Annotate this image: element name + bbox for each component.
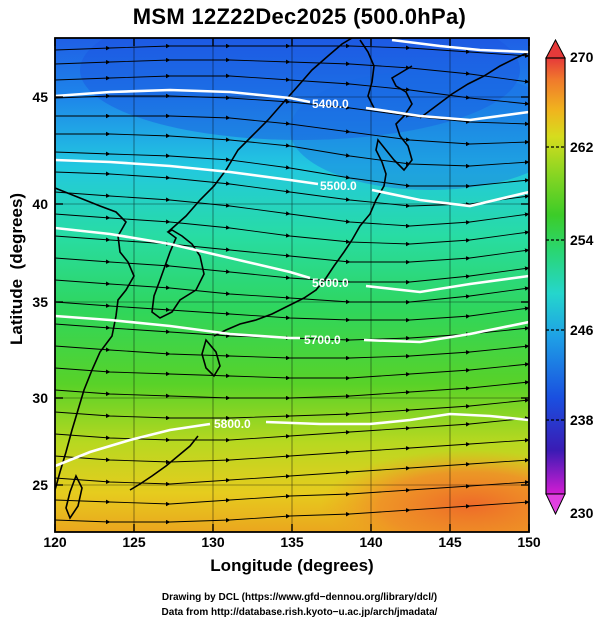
contour-label-5600: 5600.0: [312, 276, 349, 290]
contour-label-5500: 5500.0: [320, 179, 357, 193]
x-tick-140: 140: [359, 534, 383, 550]
x-tick-145: 145: [438, 534, 462, 550]
y-tick-40: 40: [32, 196, 48, 212]
contour-labels: 5400.0 5500.0 5600.0 5700.0 5800.0: [214, 97, 357, 431]
colorbar-bar: [545, 57, 566, 495]
contour-5600-east: [365, 274, 529, 294]
x-tick-150: 150: [517, 534, 541, 550]
credit-data: Data from http://database.rish.kyoto−u.a…: [161, 607, 438, 618]
taiwan-coast: [65, 474, 83, 520]
contour-5800-east: [265, 412, 529, 426]
colorbar-tick-230: 230: [570, 505, 594, 521]
y-tick-35: 35: [32, 294, 48, 310]
colorbar-tick-270: 270: [570, 49, 594, 65]
colorbar: [545, 38, 566, 516]
contour-5700-east: [363, 320, 529, 344]
contour-5400-east: [365, 106, 529, 122]
y-tick-30: 30: [32, 390, 48, 406]
x-tick-135: 135: [280, 534, 304, 550]
axis-ticks: [54, 38, 530, 532]
x-tick-130: 130: [201, 534, 225, 550]
colorbar-bottom-triangle: [545, 493, 566, 516]
map-title: MSM 12Z22Dec2025 (500.0hPa): [132, 4, 467, 29]
y-axis-label: Latitude (degrees): [7, 192, 26, 345]
contour-label-5800: 5800.0: [214, 417, 251, 431]
contour-5700: [55, 314, 300, 340]
credit-drawing: Drawing by DCL (https://www.gfd−dennou.o…: [161, 592, 438, 603]
contour-5500: [55, 158, 319, 186]
y-tick-45: 45: [32, 89, 48, 105]
colorbar-tick-238: 238: [570, 412, 594, 428]
x-tick-120: 120: [43, 534, 67, 550]
contour-label-5400: 5400.0: [312, 97, 349, 111]
y-tick-25: 25: [32, 477, 48, 493]
x-axis-label: Longitude (degrees): [210, 556, 374, 575]
contour-label-5700: 5700.0: [304, 333, 341, 347]
contour-5400-north: [391, 38, 529, 54]
colorbar-tick-246: 246: [570, 322, 594, 338]
colorbar-tick-262: 262: [570, 139, 594, 155]
contour-5400: [55, 88, 311, 104]
colorbar-top-triangle: [545, 38, 566, 59]
contour-5600: [55, 226, 311, 280]
x-tick-125: 125: [122, 534, 146, 550]
colorbar-tick-254: 254: [570, 232, 594, 248]
height-contours: [55, 38, 529, 468]
contour-5500-east: [371, 188, 529, 208]
contour-5800: [55, 422, 211, 468]
